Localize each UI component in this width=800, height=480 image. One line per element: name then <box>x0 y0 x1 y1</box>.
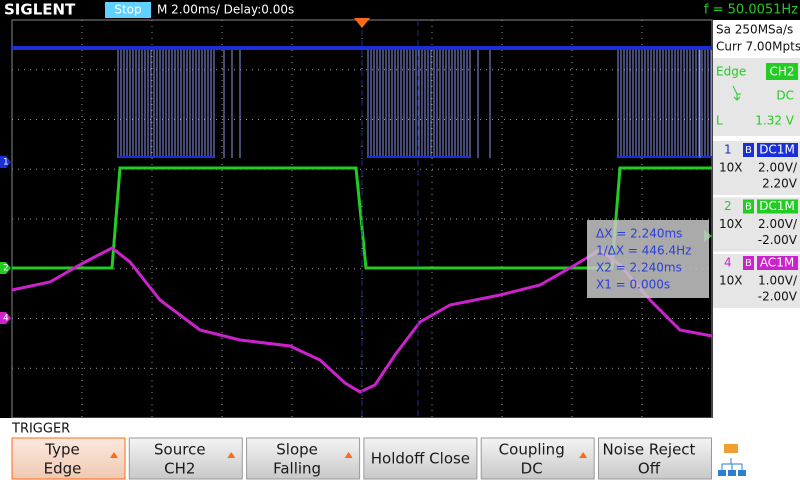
cursor-readout: X2 = 2.240ms <box>596 261 682 275</box>
run-status-bg[interactable] <box>105 2 151 18</box>
probe: 10X <box>719 274 743 288</box>
ch-markers: 1 2 4 <box>0 156 11 324</box>
menu-button-label[interactable]: Type <box>44 441 79 459</box>
brand: SIGLENT <box>4 1 76 19</box>
channel-number: 2 <box>724 199 732 213</box>
menu-button[interactable] <box>363 437 478 480</box>
menu-button-value[interactable]: Off <box>638 460 661 478</box>
scale: 1.00V/ <box>758 274 798 288</box>
bw-limit: B <box>745 258 752 269</box>
channel-panels: 1 B DC1M 10X 2.00V/2.20V 2 B DC1M 10X 2.00V/ -2.00… <box>713 141 800 308</box>
menu-arrow <box>110 452 118 458</box>
timebase: M 2.00ms/ Delay:0.00s <box>157 3 294 17</box>
channel-number: 4 <box>724 256 732 270</box>
menu-button-value[interactable]: Falling <box>273 460 321 478</box>
coupling: AC1M <box>760 256 794 270</box>
coupling-badge <box>757 199 798 214</box>
network-icon[interactable] <box>718 444 746 476</box>
ch-marker: 2 <box>3 264 9 274</box>
menu-button[interactable] <box>598 437 712 480</box>
coupling: DC1M <box>759 143 795 157</box>
menu-button-label[interactable]: Holdoff Close <box>371 450 470 468</box>
scale: 2.00V/ <box>758 217 798 231</box>
coupling-badge <box>757 256 798 270</box>
coupling-badge <box>757 143 798 157</box>
probe: 10X <box>719 161 743 175</box>
menu-button[interactable] <box>246 437 361 480</box>
trigger-level-label: L <box>716 114 723 128</box>
menu-button-label[interactable]: Coupling <box>499 441 565 459</box>
cursor-box <box>587 220 709 298</box>
menu-button-value[interactable]: Edge <box>44 460 82 478</box>
scale: 2.00V/ <box>758 161 798 175</box>
ch-marker: 1 <box>3 158 9 168</box>
ch-marker: 4 <box>3 314 9 324</box>
ch1-waveform <box>12 46 712 158</box>
bw-badge <box>743 143 754 157</box>
trigger-level-value: 1.32 V <box>755 114 795 128</box>
menu-button-value[interactable]: CH2 <box>164 460 195 478</box>
menu-title: TRIGGER <box>11 422 70 437</box>
cursor-readout: 1/ΔX = 446.4Hz <box>596 244 691 258</box>
channel-number: 1 <box>724 143 732 157</box>
bw-limit: B <box>745 202 752 213</box>
slope-icon <box>732 85 741 101</box>
menu-arrow <box>344 452 353 458</box>
menu-arrow <box>227 452 236 458</box>
trigger-source: CH2 <box>769 65 794 79</box>
bw-limit: B <box>745 145 752 156</box>
cursor-readout: X1 = 0.000s <box>596 278 670 292</box>
menu-button[interactable] <box>480 437 595 480</box>
offset: -2.00V <box>758 233 798 247</box>
menu-button-label[interactable]: Noise Reject <box>603 441 696 459</box>
menu-button[interactable] <box>11 437 126 480</box>
memory-depth: Curr 7.00Mpts <box>716 40 800 54</box>
offset: -2.00V <box>758 290 798 304</box>
menu-button-label[interactable]: Source <box>154 441 206 459</box>
probe: 10X <box>719 217 743 231</box>
trigger-type: Edge <box>716 65 746 79</box>
coupling: DC1M <box>759 199 795 213</box>
menu-button[interactable] <box>128 437 243 480</box>
menu-button-label[interactable]: Slope <box>276 441 318 459</box>
trigger-position <box>354 18 370 28</box>
trigger-source-bg <box>766 63 798 80</box>
run-status[interactable]: Stop <box>114 3 141 17</box>
menu-arrow <box>579 452 588 458</box>
bw-badge <box>743 256 754 270</box>
trigger-coupling: DC <box>776 89 794 103</box>
offset: 2.20V <box>762 177 798 191</box>
bw-badge <box>743 199 754 214</box>
ch2-waveform <box>12 166 712 270</box>
menu-button-value[interactable]: DC <box>521 460 543 478</box>
cursor-readout: ΔX = 2.240ms <box>596 227 682 241</box>
top-bar <box>0 0 800 20</box>
sample-rate: Sa 250MSa/s <box>716 23 793 37</box>
frequency: f = 50.0051Hz <box>704 3 798 18</box>
